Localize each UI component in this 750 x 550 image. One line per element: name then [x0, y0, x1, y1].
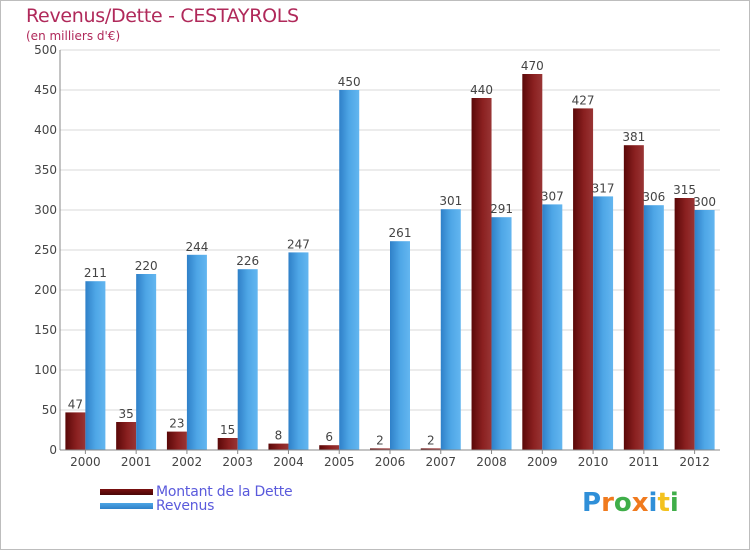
bar-revenus-2010	[593, 196, 614, 450]
logo-letter-1: r	[601, 488, 614, 518]
bar-revenus-2008	[491, 217, 512, 450]
y-tick-label-8: 400	[34, 123, 57, 137]
y-tick-label-0: 0	[49, 443, 57, 457]
legend-label-revenus: Revenus	[156, 498, 215, 514]
logo-letter-3: x	[631, 488, 649, 518]
bar-debt-2005	[319, 445, 340, 450]
x-tick-label-2002: 2002	[172, 455, 203, 469]
chart-title: Revenus/Dette - CESTAYROLS	[26, 5, 299, 27]
data-label-debt-2004: 8	[275, 429, 283, 443]
x-tick-label-2003: 2003	[222, 455, 253, 469]
data-labels: 47 211 35 220 23 244 15 226 8 247 6 450 2 261 2 301 440 2…	[68, 59, 716, 447]
data-label-revenus-2004: 247	[287, 237, 310, 251]
chart-subtitle: (en milliers d'€)	[26, 29, 121, 43]
data-label-revenus-2007: 301	[439, 194, 462, 208]
data-label-revenus-2002: 244	[185, 240, 208, 254]
data-label-debt-2009: 470	[521, 59, 544, 73]
x-tick-label-2001: 2001	[121, 455, 152, 469]
bars	[65, 74, 715, 451]
bar-debt-2001	[116, 422, 137, 450]
x-tick-label-2008: 2008	[476, 455, 507, 469]
data-label-revenus-2006: 261	[389, 226, 412, 240]
y-tick-label-6: 300	[34, 203, 57, 217]
x-tick-label-2007: 2007	[425, 455, 456, 469]
bar-revenus-2012	[694, 210, 715, 450]
y-tick-label-4: 200	[34, 283, 57, 297]
bar-debt-2002	[166, 431, 187, 450]
y-tick-label-2: 100	[34, 363, 57, 377]
bar-debt-2004	[268, 443, 289, 450]
x-tick-label-2005: 2005	[324, 455, 355, 469]
bar-debt-2003	[217, 438, 238, 450]
data-label-debt-2002: 23	[169, 417, 184, 431]
bar-debt-2007	[420, 448, 441, 450]
legend: Montant de la Dette Revenus	[100, 484, 293, 514]
legend-item-revenus: Revenus	[100, 498, 292, 514]
data-label-revenus-2001: 220	[135, 259, 158, 273]
x-tick-label-2006: 2006	[375, 455, 406, 469]
bar-revenus-2000	[85, 281, 106, 450]
bar-debt-2011	[623, 145, 644, 450]
bar-revenus-2002	[186, 254, 207, 450]
bar-revenus-2001	[136, 274, 157, 450]
y-tick-label-3: 150	[34, 323, 57, 337]
data-label-revenus-2010: 317	[592, 181, 615, 195]
x-axis-ticks: 2000 2001 2002 2003 2004 2005 2006 2007 2008 2009…	[70, 450, 710, 469]
data-label-revenus-2000: 211	[84, 266, 107, 280]
legend-label-debt: Montant de la Dette	[156, 484, 293, 500]
bar-revenus-2004	[288, 252, 309, 450]
bar-debt-2006	[370, 448, 390, 450]
y-tick-label-5: 250	[34, 243, 57, 257]
data-label-revenus-2011: 306	[642, 190, 665, 204]
bar-debt-2008	[471, 98, 492, 450]
bar-revenus-2011	[643, 205, 664, 450]
data-label-revenus-2009: 307	[541, 189, 564, 203]
data-label-debt-2011: 381	[622, 130, 645, 144]
data-label-revenus-2005: 450	[338, 75, 361, 89]
x-tick-label-2012: 2012	[679, 455, 710, 469]
x-tick-label-2000: 2000	[70, 455, 101, 469]
data-label-debt-2000: 47	[68, 397, 83, 411]
data-label-revenus-2003: 226	[236, 254, 259, 268]
bar-debt-2010	[573, 108, 594, 451]
y-axis-ticks: 0 50 100 150 200 250 300 350 400 450 500	[34, 43, 57, 457]
legend-swatch-debt	[100, 489, 153, 495]
proxiti-logo: Proxiti	[582, 488, 679, 518]
x-tick-label-2004: 2004	[273, 455, 304, 469]
data-label-debt-2010: 427	[572, 93, 595, 107]
bar-debt-2009	[522, 74, 543, 450]
bar-revenus-2005	[339, 90, 360, 450]
y-tick-label-9: 450	[34, 83, 57, 97]
axes	[59, 50, 720, 451]
x-tick-label-2011: 2011	[629, 455, 660, 469]
data-label-debt-2007: 2	[427, 433, 435, 447]
y-tick-label-7: 350	[34, 163, 57, 177]
logo-letter-6: i	[669, 488, 679, 518]
data-label-revenus-2008: 291	[490, 202, 513, 216]
bar-revenus-2009	[542, 204, 563, 450]
x-tick-label-2009: 2009	[527, 455, 558, 469]
data-label-revenus-2012: 300	[693, 195, 716, 209]
logo-letter-5: t	[657, 488, 670, 518]
data-label-debt-2003: 15	[220, 423, 235, 437]
data-label-debt-2001: 35	[119, 407, 134, 421]
y-tick-label-1: 50	[42, 403, 57, 417]
legend-swatch-revenus	[100, 503, 153, 509]
bar-debt-2012	[674, 198, 695, 450]
y-tick-label-10: 500	[34, 43, 57, 57]
bar-revenus-2006	[390, 241, 410, 450]
logo-letter-2: o	[613, 488, 632, 518]
legend-item-debt: Montant de la Dette	[100, 484, 293, 500]
bar-debt-2000	[65, 412, 86, 450]
data-label-debt-2005: 6	[325, 430, 333, 444]
bar-revenus-2007	[440, 209, 461, 450]
bar-revenus-2003	[237, 269, 258, 450]
data-label-debt-2008: 440	[470, 83, 493, 97]
x-tick-label-2010: 2010	[578, 455, 609, 469]
logo-letter-0: P	[582, 488, 602, 518]
logo-letter-4: i	[648, 488, 658, 518]
data-label-debt-2006: 2	[376, 433, 384, 447]
data-label-debt-2012: 315	[673, 183, 696, 197]
